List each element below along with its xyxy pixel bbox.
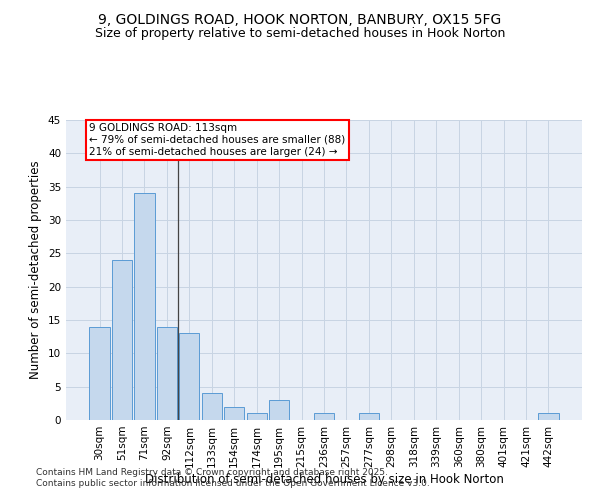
Bar xyxy=(538,414,559,420)
Text: Contains HM Land Registry data © Crown copyright and database right 2025.
Contai: Contains HM Land Registry data © Crown c… xyxy=(36,468,430,487)
Text: Size of property relative to semi-detached houses in Hook Norton: Size of property relative to semi-detach… xyxy=(95,28,505,40)
Bar xyxy=(314,414,334,420)
Bar xyxy=(202,394,222,420)
Bar xyxy=(134,194,155,420)
Bar xyxy=(89,326,110,420)
Text: 9, GOLDINGS ROAD, HOOK NORTON, BANBURY, OX15 5FG: 9, GOLDINGS ROAD, HOOK NORTON, BANBURY, … xyxy=(98,12,502,26)
Bar xyxy=(247,414,267,420)
Bar xyxy=(179,334,199,420)
Bar xyxy=(224,406,244,420)
Bar xyxy=(359,414,379,420)
X-axis label: Distribution of semi-detached houses by size in Hook Norton: Distribution of semi-detached houses by … xyxy=(145,472,503,486)
Bar xyxy=(112,260,132,420)
Text: 9 GOLDINGS ROAD: 113sqm
← 79% of semi-detached houses are smaller (88)
21% of se: 9 GOLDINGS ROAD: 113sqm ← 79% of semi-de… xyxy=(89,124,346,156)
Y-axis label: Number of semi-detached properties: Number of semi-detached properties xyxy=(29,160,43,380)
Bar xyxy=(157,326,177,420)
Bar xyxy=(269,400,289,420)
